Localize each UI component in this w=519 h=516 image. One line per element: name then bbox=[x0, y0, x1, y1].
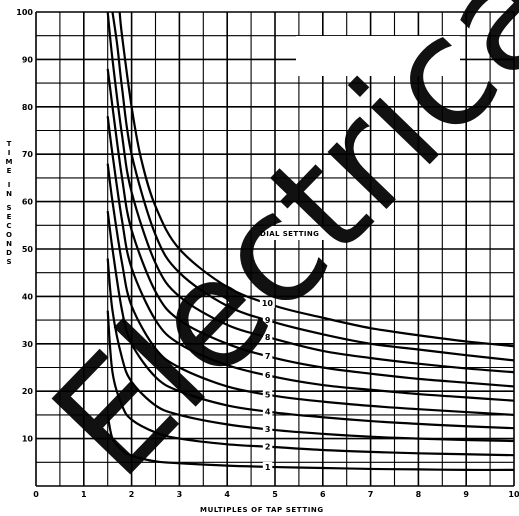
y-axis-title-char: S bbox=[6, 204, 11, 212]
dial-label-background bbox=[262, 406, 273, 417]
chart-grid bbox=[35, 11, 515, 487]
y-axis-title-char: I bbox=[8, 149, 11, 157]
curve-dial-9 bbox=[111, 11, 515, 362]
curve-dial-6 bbox=[106, 116, 515, 402]
dial-label-background bbox=[262, 370, 273, 381]
y-axis-title-char: D bbox=[6, 249, 12, 257]
blank-panel bbox=[296, 36, 460, 76]
curve-dial-3 bbox=[106, 258, 515, 443]
y-axis-title-char: C bbox=[6, 222, 11, 230]
dial-label-6: 6 bbox=[265, 371, 271, 380]
dial-label-4: 4 bbox=[265, 407, 271, 416]
curve-dial-8 bbox=[106, 11, 515, 374]
y-axis-title-char: I bbox=[8, 181, 11, 189]
y-tick-label: 90 bbox=[22, 55, 34, 64]
y-axis-title-char: N bbox=[6, 240, 12, 248]
y-axis-title-char: E bbox=[7, 167, 12, 175]
dial-label-background bbox=[262, 331, 273, 342]
curve-dial-5 bbox=[106, 163, 515, 416]
dial-setting-labels: 1 2 3 4 5 6 7 8 9 10 bbox=[259, 298, 275, 472]
dial-setting-title: DIAL SETTING bbox=[260, 230, 319, 238]
x-tick-label: 6 bbox=[320, 490, 326, 499]
y-axis-title-char: O bbox=[6, 231, 12, 239]
dial-label-background bbox=[262, 441, 273, 452]
y-tick-label: 70 bbox=[22, 150, 34, 159]
x-axis-title: MULTIPLES OF TAP SETTING bbox=[200, 506, 324, 514]
x-tick-label: 3 bbox=[177, 490, 183, 499]
x-tick-label: 1 bbox=[81, 490, 87, 499]
x-tick-label: 5 bbox=[272, 490, 278, 499]
curve-dial-4 bbox=[106, 210, 515, 430]
y-axis-title-char: N bbox=[6, 190, 12, 198]
dial-label-background bbox=[262, 461, 273, 472]
y-axis-title-char: S bbox=[6, 258, 11, 266]
y-tick-label: 50 bbox=[22, 245, 34, 254]
x-tick-label: 9 bbox=[463, 490, 469, 499]
x-tick-labels: 0 1 2 3 4 5 6 7 8 9 10 bbox=[33, 490, 519, 499]
y-tick-labels: 10 20 30 40 50 60 70 80 90 100 bbox=[16, 8, 33, 444]
dial-label-5: 5 bbox=[265, 391, 271, 400]
curve-dial-10 bbox=[118, 11, 515, 348]
x-tick-label: 8 bbox=[416, 490, 422, 499]
y-tick-label: 30 bbox=[22, 340, 34, 349]
y-axis-title-char: T bbox=[7, 140, 12, 148]
x-tick-label: 0 bbox=[33, 490, 39, 499]
curve-dial-2 bbox=[106, 310, 515, 457]
x-tick-label: 10 bbox=[508, 490, 519, 499]
y-axis-title-char: E bbox=[7, 213, 12, 221]
dial-setting-legend-background bbox=[256, 226, 350, 240]
dial-label-2: 2 bbox=[265, 443, 271, 452]
curves bbox=[106, 11, 515, 472]
dial-label-background bbox=[259, 298, 275, 309]
dial-label-10: 10 bbox=[262, 299, 274, 308]
dial-label-1: 1 bbox=[265, 463, 271, 472]
x-tick-label: 2 bbox=[129, 490, 135, 499]
dial-label-7: 7 bbox=[265, 352, 271, 361]
dial-label-background bbox=[262, 350, 273, 361]
dial-label-3: 3 bbox=[265, 425, 271, 434]
y-axis-title-char: M bbox=[6, 158, 13, 166]
x-tick-label: 4 bbox=[224, 490, 230, 499]
dial-label-background bbox=[262, 389, 273, 400]
curve-dial-7 bbox=[106, 68, 515, 388]
dial-label-background bbox=[262, 314, 273, 325]
curve-dial-1 bbox=[106, 414, 515, 472]
x-tick-label: 7 bbox=[368, 490, 374, 499]
y-tick-label: 10 bbox=[22, 435, 34, 444]
y-tick-label: 80 bbox=[22, 103, 34, 112]
y-tick-label: 60 bbox=[22, 198, 34, 207]
y-tick-label: 100 bbox=[16, 8, 33, 17]
y-tick-label: 20 bbox=[22, 387, 34, 396]
dial-label-background bbox=[262, 424, 273, 435]
dial-label-8: 8 bbox=[265, 333, 271, 342]
y-tick-label: 40 bbox=[22, 292, 34, 301]
dial-label-9: 9 bbox=[265, 316, 271, 325]
